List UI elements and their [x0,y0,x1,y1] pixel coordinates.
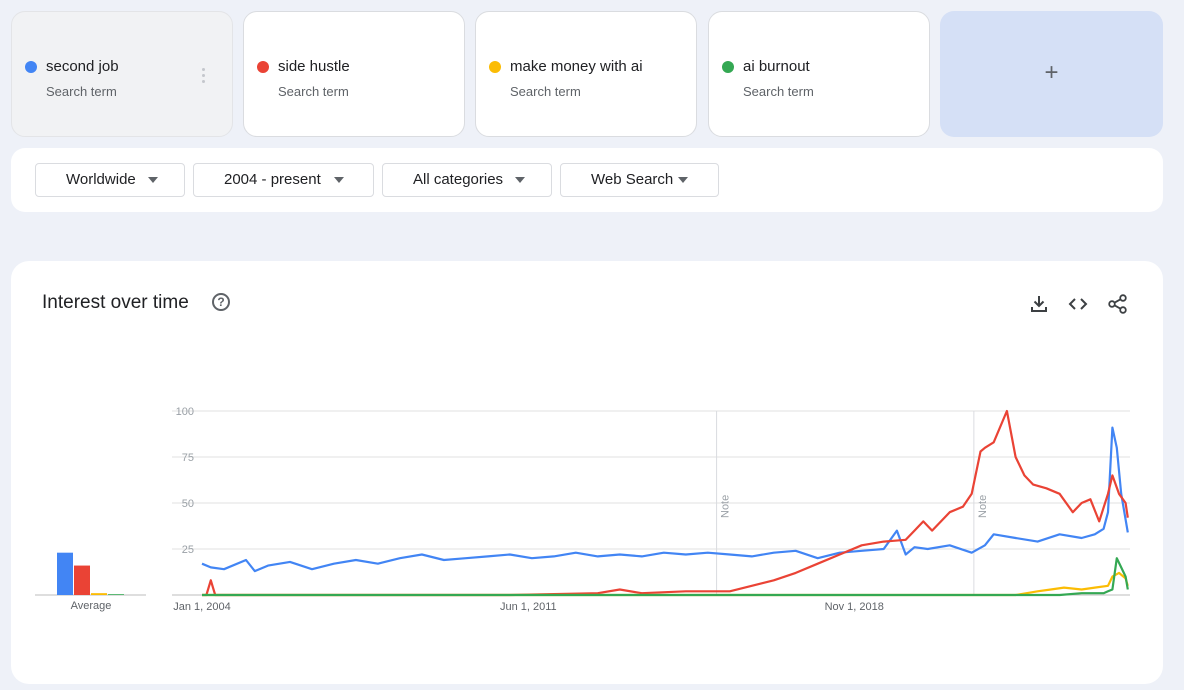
x-tick-label: Jan 1, 2004 [173,601,231,613]
term-subtitle: Search term [510,84,581,99]
x-tick-label: Jun 1, 2011 [500,601,557,613]
term-name[interactable]: second job [46,58,119,75]
query-area: second job Search term side hustle Searc… [0,0,1184,237]
term-card-ai-burnout[interactable]: ai burnout Search term [708,11,930,137]
average-bar-make-money-with-ai [91,593,107,595]
term-subtitle: Search term [278,84,349,99]
help-icon[interactable]: ? [212,293,230,311]
interest-over-time-chart: 100 75 50 25 Note Note Jan 1, 2004 Jun 1, 2011 N… [35,406,1130,613]
term-name[interactable]: ai burnout [743,58,810,75]
series-line-make-money-with-ai [202,571,1129,597]
note-label: Note [977,495,989,518]
region-dropdown[interactable]: Worldwide [35,163,185,197]
term-subtitle: Search term [743,84,814,99]
add-comparison-button[interactable]: + [940,11,1163,137]
average-bar-second-job [57,552,73,595]
search-type-label: Web Search [591,171,674,188]
series-color-dot [25,61,37,73]
y-tick-label: 100 [176,406,194,418]
term-name[interactable]: make money with ai [510,58,643,75]
series-color-dot [489,61,501,73]
caret-down-icon [678,177,688,183]
search-type-dropdown[interactable]: Web Search [560,163,719,197]
interest-over-time-panel: Interest over time ? 100 75 50 25 Note Note Ja… [11,261,1163,684]
series-line-second-job [201,426,1129,573]
region-label: Worldwide [66,171,136,188]
term-subtitle: Search term [46,84,117,99]
caret-down-icon [148,177,158,183]
time-range-dropdown[interactable]: 2004 - present [193,163,374,197]
term-name[interactable]: side hustle [278,58,350,75]
time-range-label: 2004 - present [224,171,321,188]
y-tick-label: 25 [182,544,194,556]
more-vert-icon[interactable] [202,68,206,86]
x-tick-label: Nov 1, 2018 [825,601,884,613]
category-label: All categories [413,171,504,188]
series-color-dot [257,61,269,73]
series-line-side-hustle [202,409,1129,597]
series-color-dot [722,61,734,73]
caret-down-icon [334,177,344,183]
plus-icon: + [1044,59,1059,86]
series-line-ai-burnout [202,557,1129,597]
term-card-make-money-with-ai[interactable]: make money with ai Search term [475,11,697,137]
y-tick-label: 75 [182,452,194,464]
term-card-side-hustle[interactable]: side hustle Search term [243,11,465,137]
share-icon[interactable] [1107,293,1129,315]
embed-code-icon[interactable] [1067,293,1089,315]
average-bar-ai-burnout [108,594,124,595]
average-bar-side-hustle [74,565,90,595]
note-label: Note [720,495,732,518]
category-dropdown[interactable]: All categories [382,163,552,197]
average-label: Average [71,600,112,612]
caret-down-icon [515,177,525,183]
filter-bar: Worldwide 2004 - present All categories … [11,148,1163,212]
y-tick-label: 50 [182,498,194,510]
panel-title: Interest over time [42,292,189,313]
term-card-second-job[interactable]: second job Search term [11,11,233,137]
download-icon[interactable] [1028,293,1050,315]
